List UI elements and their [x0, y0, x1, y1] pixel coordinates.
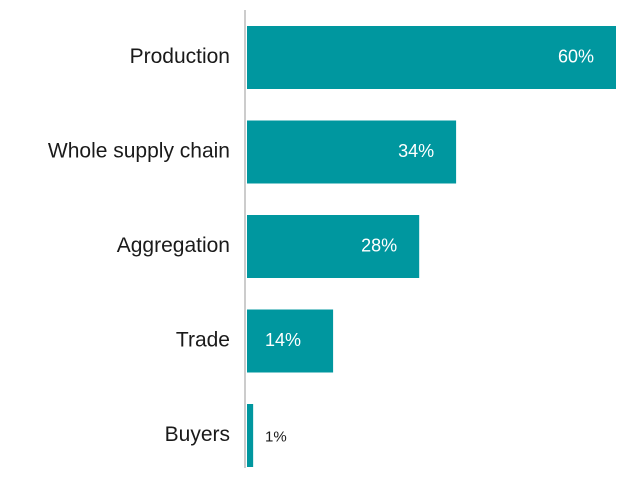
- bar: [247, 26, 616, 89]
- bar: [247, 215, 420, 278]
- value-label: 14%: [265, 330, 301, 350]
- value-label: 28%: [361, 235, 397, 255]
- bar: [247, 309, 334, 373]
- bar: [247, 404, 254, 467]
- value-label: 34%: [398, 141, 434, 161]
- category-label: Aggregation: [117, 234, 230, 257]
- category-label: Trade: [176, 329, 230, 352]
- category-label: Production: [130, 45, 230, 68]
- category-label: Whole supply chain: [48, 140, 230, 163]
- bar: [247, 120, 457, 184]
- value-label: 1%: [265, 428, 287, 445]
- value-label: 60%: [558, 46, 594, 66]
- category-label: Buyers: [165, 423, 230, 446]
